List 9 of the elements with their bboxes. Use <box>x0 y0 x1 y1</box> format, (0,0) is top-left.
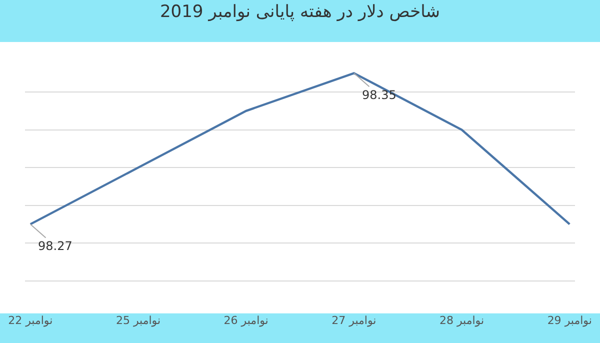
chart-title: شاخص دلار در هفته پایانی نوامبر 2019 <box>160 2 440 22</box>
x-tick-label: 29 نوامبر <box>547 314 592 327</box>
x-tick-label: 27 نوامبر <box>332 314 376 327</box>
x-tick-label: 22 نوامبر <box>8 314 53 327</box>
data-label: 98.35 <box>362 88 396 102</box>
x-tick-label: 26 نوامبر <box>224 314 268 327</box>
data-label: 98.27 <box>38 239 72 253</box>
x-tick-label: 25 نوامبر <box>116 314 161 327</box>
x-tick-label: 28 نوامبر <box>439 314 484 327</box>
